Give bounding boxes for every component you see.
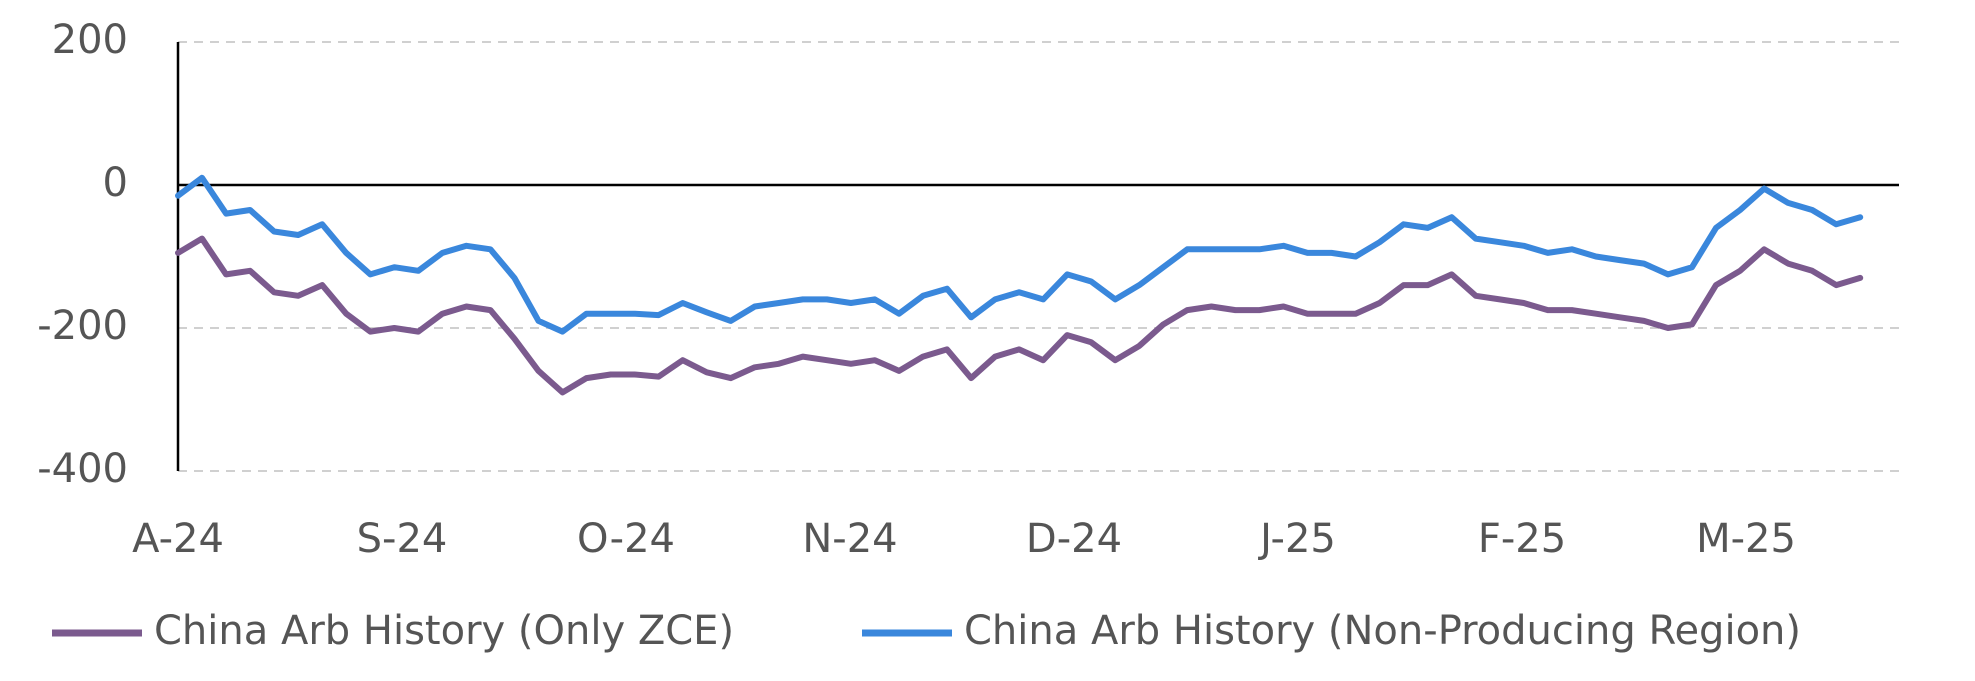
x-tick-label: F-25 <box>1478 516 1566 562</box>
x-tick-label: O-24 <box>577 516 675 562</box>
legend-label: China Arb History (Non-Producing Region) <box>964 608 1801 654</box>
y-tick-label: -200 <box>37 303 128 349</box>
series-line <box>175 235 1864 396</box>
series-line <box>175 174 1864 335</box>
x-tick-label: M-25 <box>1696 516 1796 562</box>
y-tick-label: 200 <box>52 17 128 63</box>
x-tick-label: D-24 <box>1026 516 1122 562</box>
x-tick-label: J-25 <box>1257 516 1336 562</box>
y-tick-label: -400 <box>37 446 128 492</box>
x-tick-label: N-24 <box>802 516 897 562</box>
y-tick-label: 0 <box>103 160 128 206</box>
x-tick-label: S-24 <box>357 516 448 562</box>
legend-label: China Arb History (Only ZCE) <box>154 608 734 654</box>
x-tick-label: A-24 <box>132 516 224 562</box>
